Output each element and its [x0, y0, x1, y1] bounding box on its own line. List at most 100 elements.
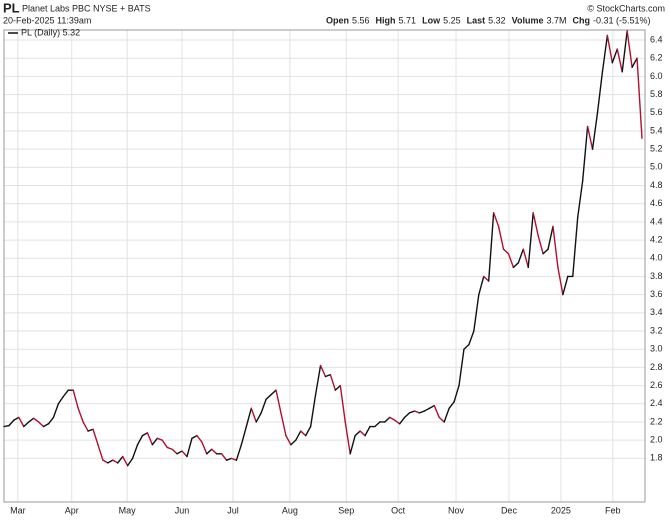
- price-segment: [408, 410, 416, 414]
- y-tick-label: 2.4: [650, 398, 663, 408]
- y-tick-label: 5.8: [650, 89, 663, 99]
- price-segment: [107, 459, 114, 464]
- x-tick-label: Jun: [175, 505, 190, 515]
- price-segment: [478, 275, 485, 296]
- price-segment: [161, 439, 168, 449]
- price-segment: [334, 384, 342, 391]
- price-segment: [255, 412, 262, 423]
- price-segment: [77, 407, 84, 423]
- price-segment: [463, 343, 470, 350]
- price-segment: [339, 384, 346, 423]
- price-segment: [126, 457, 134, 467]
- price-segment: [57, 395, 65, 405]
- price-segment: [631, 57, 638, 68]
- price-segment: [364, 425, 371, 437]
- y-tick-label: 1.8: [650, 453, 663, 463]
- price-segment: [507, 253, 515, 269]
- y-tick-label: 5.6: [650, 107, 663, 117]
- price-segment: [225, 457, 233, 461]
- price-segment: [141, 432, 149, 437]
- price-segment: [300, 430, 307, 437]
- price-segment: [117, 455, 124, 464]
- price-segment: [176, 450, 183, 455]
- quote-label: Chg: [573, 15, 591, 25]
- y-tick-label: 3.0: [650, 344, 663, 354]
- price-segment: [37, 421, 45, 428]
- price-segment: [136, 434, 144, 446]
- price-segment: [329, 373, 337, 391]
- price-segment: [181, 450, 188, 458]
- price-segment: [112, 459, 119, 464]
- y-tick-label: 4.0: [650, 253, 663, 263]
- price-segment: [398, 416, 406, 425]
- price-segment: [191, 434, 198, 440]
- price-segment: [280, 412, 287, 437]
- quote-label: Volume: [512, 15, 544, 25]
- price-segment: [304, 425, 312, 437]
- price-segment: [151, 437, 159, 446]
- price-segment: [201, 441, 208, 455]
- y-tick-label: 4.8: [650, 180, 663, 190]
- price-segment: [636, 57, 643, 139]
- y-tick-label: 2.0: [650, 435, 663, 445]
- price-line: [3, 30, 643, 467]
- price-segment: [468, 330, 475, 346]
- price-segment: [572, 216, 579, 278]
- symbol: PL: [3, 0, 20, 15]
- price-segment: [581, 125, 589, 182]
- quote-label: Open: [326, 15, 349, 25]
- x-tick-label: Nov: [448, 505, 465, 515]
- y-tick-label: 5.2: [650, 144, 663, 154]
- price-segment: [522, 248, 529, 269]
- y-tick-label: 3.2: [650, 325, 663, 335]
- grid: 1.8 2.0 2.2 2.4 2.6 2.8 3.0 3.2 3.4 3.6 3.8 4.0 4.2 4…: [4, 30, 663, 515]
- price-segment: [532, 212, 539, 237]
- price-segment: [492, 212, 500, 228]
- price-segment: [374, 421, 381, 428]
- x-tick-label: Aug: [282, 505, 298, 515]
- price-segment: [220, 453, 228, 461]
- price-segment: [245, 407, 252, 428]
- x-tick-label: Apr: [65, 505, 79, 515]
- quote: Open 5.56 High 5.71 Low 5.25 Last 5.32 Volume 3.7…: [326, 15, 651, 25]
- price-segment: [309, 393, 317, 428]
- price-segment: [349, 434, 356, 455]
- quote-label: High: [376, 15, 396, 25]
- price-segment: [413, 410, 421, 414]
- company-name: Planet Labs PBC NYSE + BATS: [22, 3, 151, 13]
- price-segment: [557, 266, 564, 296]
- plot-frame: [3, 29, 646, 503]
- y-tick-label: 3.8: [650, 271, 663, 281]
- price-segment: [270, 389, 277, 396]
- x-tick-label: May: [119, 505, 137, 515]
- price-segment: [8, 419, 15, 427]
- price-segment: [87, 428, 94, 432]
- price-segment: [601, 34, 609, 73]
- y-tick-label: 4.6: [650, 198, 663, 208]
- price-segment: [537, 234, 544, 255]
- price-segment: [260, 398, 267, 414]
- price-segment: [52, 403, 60, 419]
- x-tick-label: Jul: [227, 505, 239, 515]
- price-segment: [359, 430, 366, 437]
- y-tick-label: 5.0: [650, 162, 663, 172]
- quote-value: 5.56: [352, 15, 370, 25]
- price-segment: [591, 112, 599, 150]
- y-tick-label: 3.4: [650, 307, 663, 317]
- price-segment: [517, 248, 525, 264]
- price-segment: [547, 225, 554, 250]
- y-tick-label: 2.8: [650, 362, 663, 372]
- price-segment: [196, 434, 203, 443]
- price-segment: [423, 407, 431, 412]
- x-tick-label: Dec: [501, 505, 518, 515]
- price-segment: [606, 34, 614, 64]
- price-segment: [235, 444, 243, 461]
- price-segment: [121, 455, 129, 467]
- price-segment: [453, 384, 460, 403]
- price-segment: [448, 401, 455, 410]
- x-tick-label: Sep: [338, 505, 354, 515]
- quote-value: 5.25: [443, 15, 461, 25]
- price-segment: [3, 424, 10, 428]
- price-segment: [344, 421, 351, 455]
